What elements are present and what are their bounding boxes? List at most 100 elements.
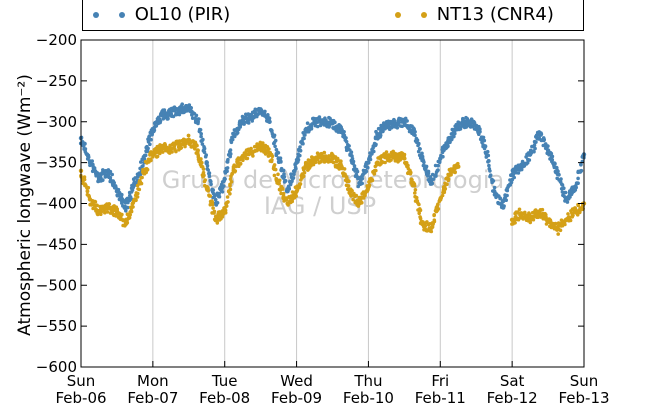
data-point bbox=[527, 158, 532, 162]
data-point bbox=[276, 172, 280, 177]
data-point bbox=[93, 200, 98, 204]
x-tick-label: Feb-12 bbox=[487, 389, 538, 407]
data-point bbox=[446, 177, 451, 181]
legend-marker-nt13 bbox=[391, 8, 431, 22]
data-point bbox=[418, 208, 423, 213]
data-point bbox=[563, 222, 567, 227]
data-point bbox=[152, 128, 157, 133]
data-point bbox=[217, 194, 222, 199]
data-point bbox=[281, 191, 286, 196]
data-point bbox=[351, 159, 356, 164]
data-point bbox=[562, 186, 566, 190]
data-point bbox=[453, 131, 457, 136]
data-point bbox=[449, 173, 453, 177]
data-point bbox=[228, 177, 233, 181]
data-point bbox=[432, 213, 437, 217]
data-point bbox=[238, 161, 243, 166]
data-point bbox=[350, 189, 354, 193]
data-point bbox=[228, 192, 232, 196]
x-tick-day: Sun bbox=[67, 372, 96, 390]
data-point bbox=[440, 193, 445, 198]
data-point bbox=[425, 220, 429, 224]
data-point bbox=[360, 200, 364, 205]
data-point bbox=[347, 179, 351, 183]
data-point bbox=[418, 216, 423, 221]
data-point bbox=[267, 117, 272, 121]
series-2 bbox=[509, 201, 587, 236]
data-point bbox=[140, 175, 144, 180]
data-point bbox=[443, 187, 448, 191]
data-point bbox=[272, 140, 277, 145]
data-point bbox=[533, 146, 537, 151]
data-point bbox=[134, 198, 138, 202]
data-point bbox=[568, 195, 572, 199]
data-point bbox=[128, 195, 133, 200]
data-point bbox=[516, 171, 521, 175]
data-point bbox=[364, 160, 369, 165]
data-point bbox=[374, 129, 378, 134]
data-point bbox=[263, 109, 267, 114]
data-point bbox=[533, 140, 537, 145]
data-point bbox=[115, 208, 119, 213]
data-point bbox=[207, 194, 212, 198]
data-point bbox=[455, 164, 460, 168]
data-point bbox=[194, 113, 199, 118]
data-point bbox=[571, 213, 575, 218]
data-point bbox=[230, 137, 235, 142]
data-point bbox=[135, 195, 140, 199]
data-point bbox=[527, 212, 532, 217]
data-point bbox=[383, 160, 387, 165]
data-point bbox=[175, 107, 179, 111]
data-point bbox=[85, 189, 90, 194]
data-point bbox=[432, 218, 437, 222]
data-point bbox=[125, 205, 130, 210]
data-point bbox=[550, 158, 555, 162]
data-point bbox=[124, 209, 128, 213]
data-point bbox=[344, 136, 348, 140]
data-point bbox=[372, 149, 376, 154]
data-point bbox=[251, 154, 255, 158]
data-point bbox=[269, 128, 274, 133]
data-point bbox=[417, 141, 421, 146]
data-point bbox=[273, 167, 278, 172]
data-point bbox=[146, 146, 150, 151]
data-point bbox=[574, 185, 578, 190]
data-point bbox=[429, 229, 434, 234]
data-point bbox=[149, 137, 153, 142]
data-point bbox=[342, 167, 347, 171]
data-point bbox=[298, 182, 303, 186]
data-point bbox=[148, 142, 152, 147]
data-point bbox=[83, 147, 88, 151]
data-point bbox=[363, 193, 367, 198]
data-point bbox=[90, 159, 94, 163]
data-point bbox=[230, 172, 234, 176]
data-point bbox=[374, 168, 378, 173]
data-point bbox=[105, 210, 110, 214]
x-tick-day: Fri bbox=[431, 372, 449, 390]
data-point bbox=[576, 181, 580, 185]
data-point bbox=[528, 220, 533, 225]
data-point bbox=[415, 138, 419, 142]
data-point bbox=[82, 177, 87, 182]
data-point bbox=[498, 196, 503, 200]
data-point bbox=[384, 150, 389, 154]
data-point bbox=[201, 170, 206, 175]
data-series bbox=[78, 102, 587, 236]
data-point bbox=[335, 156, 340, 161]
data-point bbox=[556, 169, 560, 174]
data-point bbox=[282, 175, 287, 179]
data-point bbox=[567, 215, 572, 219]
data-point bbox=[482, 138, 487, 143]
data-point bbox=[378, 157, 383, 161]
data-point bbox=[505, 188, 510, 193]
data-point bbox=[298, 153, 302, 158]
data-point bbox=[431, 177, 436, 181]
data-point bbox=[317, 115, 322, 119]
data-point bbox=[277, 181, 281, 186]
data-point bbox=[87, 194, 91, 199]
x-tick-day: Sat bbox=[500, 372, 525, 390]
data-point bbox=[225, 195, 230, 199]
data-point bbox=[436, 202, 440, 206]
data-point bbox=[331, 160, 336, 165]
data-point bbox=[169, 110, 173, 114]
